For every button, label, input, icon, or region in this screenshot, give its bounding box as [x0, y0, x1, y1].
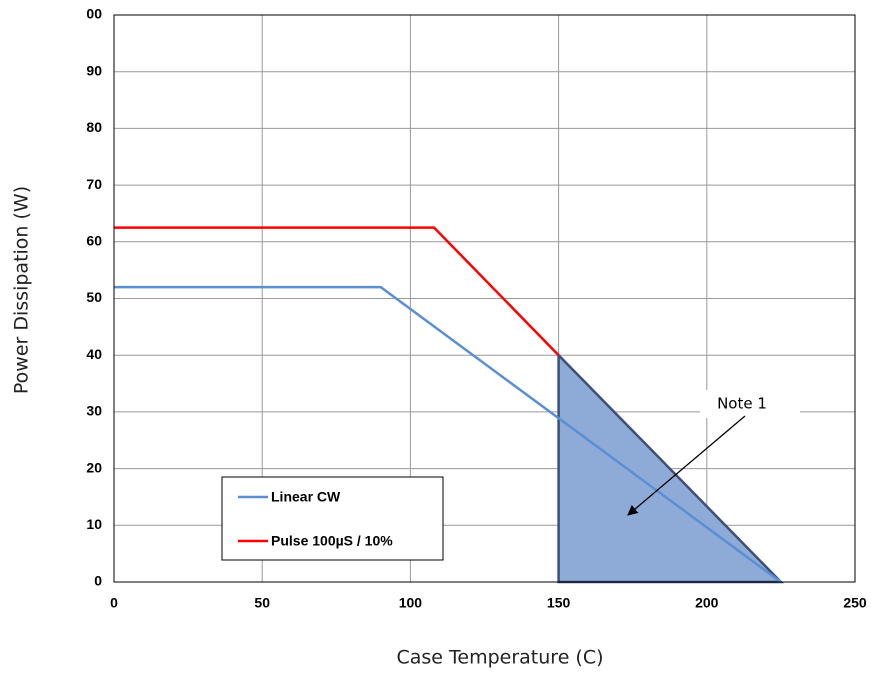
legend	[221, 476, 444, 561]
y-tick-label: 10	[86, 516, 102, 532]
marks	[114, 226, 784, 584]
x-tick-label: 250	[843, 595, 867, 611]
series-line	[114, 285, 782, 584]
annotation: Note 1	[717, 395, 767, 413]
x-tick-label: 150	[547, 595, 571, 611]
x-tick-label: 0	[110, 595, 118, 611]
x-axis-title: Case Temperature (C)	[396, 647, 603, 669]
y-tick-label: 0	[94, 573, 102, 589]
series-line	[114, 226, 560, 357]
y-tick-label: 70	[86, 176, 102, 192]
x-tick-label: 100	[399, 595, 423, 611]
y-tick-label: 80	[86, 119, 102, 135]
y-tick-label: 40	[86, 346, 102, 362]
y-tick-label: 90	[86, 62, 102, 78]
y-tick-label: 50	[86, 289, 102, 305]
annotation-arrow	[627, 415, 746, 516]
x-tick-label: 200	[695, 595, 719, 611]
y-tick-label: 30	[86, 403, 102, 419]
y-tick-label: 00	[86, 6, 102, 22]
legend-label: Pulse 100µS / 10%	[271, 533, 393, 549]
plot-frame	[113, 14, 856, 583]
x-tick-label: 50	[254, 595, 270, 611]
annotation-box	[700, 390, 800, 418]
legend-label: Linear CW	[271, 489, 341, 505]
y-tick-label: 60	[86, 233, 102, 249]
y-tick-label: 20	[86, 459, 102, 475]
y-axis-title: Power Dissipation (W)	[11, 186, 33, 394]
